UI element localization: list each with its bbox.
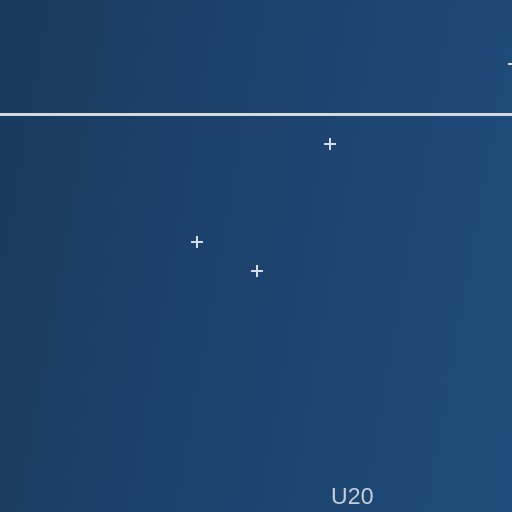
horizontal-reference-line [0, 113, 512, 116]
crosshair-plus-icon[interactable] [324, 138, 336, 150]
crosshair-plus-icon[interactable] [508, 58, 512, 70]
object-designation-label: U20 [331, 483, 374, 509]
crosshair-plus-icon[interactable] [191, 236, 203, 248]
crosshair-plus-icon[interactable] [251, 265, 263, 277]
